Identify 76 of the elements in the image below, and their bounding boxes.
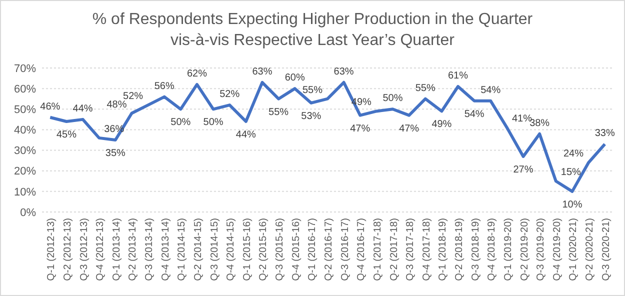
x-tick-label: Q-4 (2015-16) <box>290 218 302 281</box>
text: 54% <box>464 108 484 120</box>
text: 61% <box>448 70 468 82</box>
x-tick-label: Q-1 (2017-18) <box>372 218 384 281</box>
x-tick-label: Q-1 (2014-15) <box>176 218 188 281</box>
x-tick-label: Q-1 (2019-20) <box>502 218 514 281</box>
text: 41% <box>512 114 532 125</box>
x-tick-label: Q-2 (2020-21) <box>584 218 596 281</box>
x-tick-label: Q-2 (2015-16) <box>258 218 270 281</box>
x-tick-label: Q-1 (2015-16) <box>242 218 253 281</box>
text: 27% <box>513 164 534 176</box>
text: 45% <box>56 129 76 140</box>
text: 44% <box>236 129 256 140</box>
x-tick-label: Q-1 (2018-19) <box>438 218 449 281</box>
x-tick-label: Q-3 (2020-21) <box>600 218 612 281</box>
x-tick-label: Q-1 (2012-13) <box>46 218 58 281</box>
x-tick-label: Q-2 (2017-18) <box>388 218 400 281</box>
x-tick-label: Q-4 (2012-13) <box>95 218 106 281</box>
text: 46% <box>40 101 60 112</box>
x-tick-label: Q-2 (2012-13) <box>62 218 74 281</box>
text: 63% <box>334 66 354 78</box>
x-tick-label: Q-2 (2013-14) <box>128 218 139 281</box>
text: 52% <box>220 89 240 100</box>
x-tick-label: Q-2 (2019-20) <box>519 218 530 281</box>
text: 50% <box>170 117 191 128</box>
x-tick-label: Q-4 (2013-14) <box>160 218 172 281</box>
chart-title: % of Respondents Expecting Higher Production in the Quarter <box>92 11 534 28</box>
y-tick-label: 0% <box>20 206 36 219</box>
y-tick-label: 60% <box>14 83 36 96</box>
x-tick-label: Q-3 (2019-20) <box>536 218 547 281</box>
text: 38% <box>530 118 550 129</box>
x-tick-label: Q-2 (2014-15) <box>192 218 204 281</box>
text: 10% <box>562 199 582 210</box>
text: 47% <box>399 123 420 134</box>
y-tick-label: 30% <box>14 145 36 158</box>
text: 63% <box>252 66 272 78</box>
x-tick-label: Q-3 (2016-17) <box>340 218 351 281</box>
text: 62% <box>186 68 207 80</box>
y-tick-label: 40% <box>14 124 36 137</box>
text: 55% <box>302 84 322 96</box>
x-tick-label: Q-3 (2013-14) <box>144 218 156 281</box>
text: 55% <box>415 82 436 94</box>
text: 15% <box>560 167 581 178</box>
y-tick-label: 20% <box>14 166 36 178</box>
text: 60% <box>284 72 305 84</box>
chart-subtitle: vis-à-vis Respective Last Year’s Quarter <box>170 32 456 49</box>
x-tick-label: Q-1 (2013-14) <box>111 218 122 281</box>
text: 50% <box>203 117 224 128</box>
x-tick-label: Q-2 (2018-19) <box>454 218 466 281</box>
x-tick-label: Q-3 (2018-19) <box>470 218 482 281</box>
x-tick-label: Q-2 (2016-17) <box>324 218 334 281</box>
x-tick-label: Q-1 (2016-17) <box>307 218 318 281</box>
x-tick-label: Q-4 (2017-18) <box>421 218 432 281</box>
x-tick-label: Q-3 (2017-18) <box>405 218 416 281</box>
text: 55% <box>268 106 289 118</box>
y-tick-label: 10% <box>14 186 36 198</box>
text: 44% <box>72 103 93 114</box>
text: 35% <box>105 148 126 159</box>
text: 56% <box>154 80 174 92</box>
text: 53% <box>301 110 322 122</box>
x-tick-label: Q-3 (2015-16) <box>274 218 286 281</box>
x-tick-label: Q-4 (2014-15) <box>226 218 237 281</box>
x-tick-label: Q-3 (2012-13) <box>78 218 90 281</box>
text: 50% <box>382 93 403 104</box>
text: 33% <box>594 128 615 140</box>
x-tick-label: Q-4 (2019-20) <box>552 218 563 281</box>
x-tick-label: Q-4 (2016-17) <box>356 218 368 281</box>
text: 54% <box>480 84 501 96</box>
y-tick-label: 70% <box>14 62 36 75</box>
text: 24% <box>564 148 584 160</box>
x-tick-label: Q-1 (2020-21) <box>568 218 580 281</box>
y-tick-label: 50% <box>14 104 36 116</box>
text: 47% <box>350 123 370 134</box>
x-tick-label: Q-4 (2018-19) <box>486 218 498 281</box>
text: 49% <box>432 119 452 130</box>
x-tick-label: Q-3 (2014-15) <box>209 218 220 281</box>
